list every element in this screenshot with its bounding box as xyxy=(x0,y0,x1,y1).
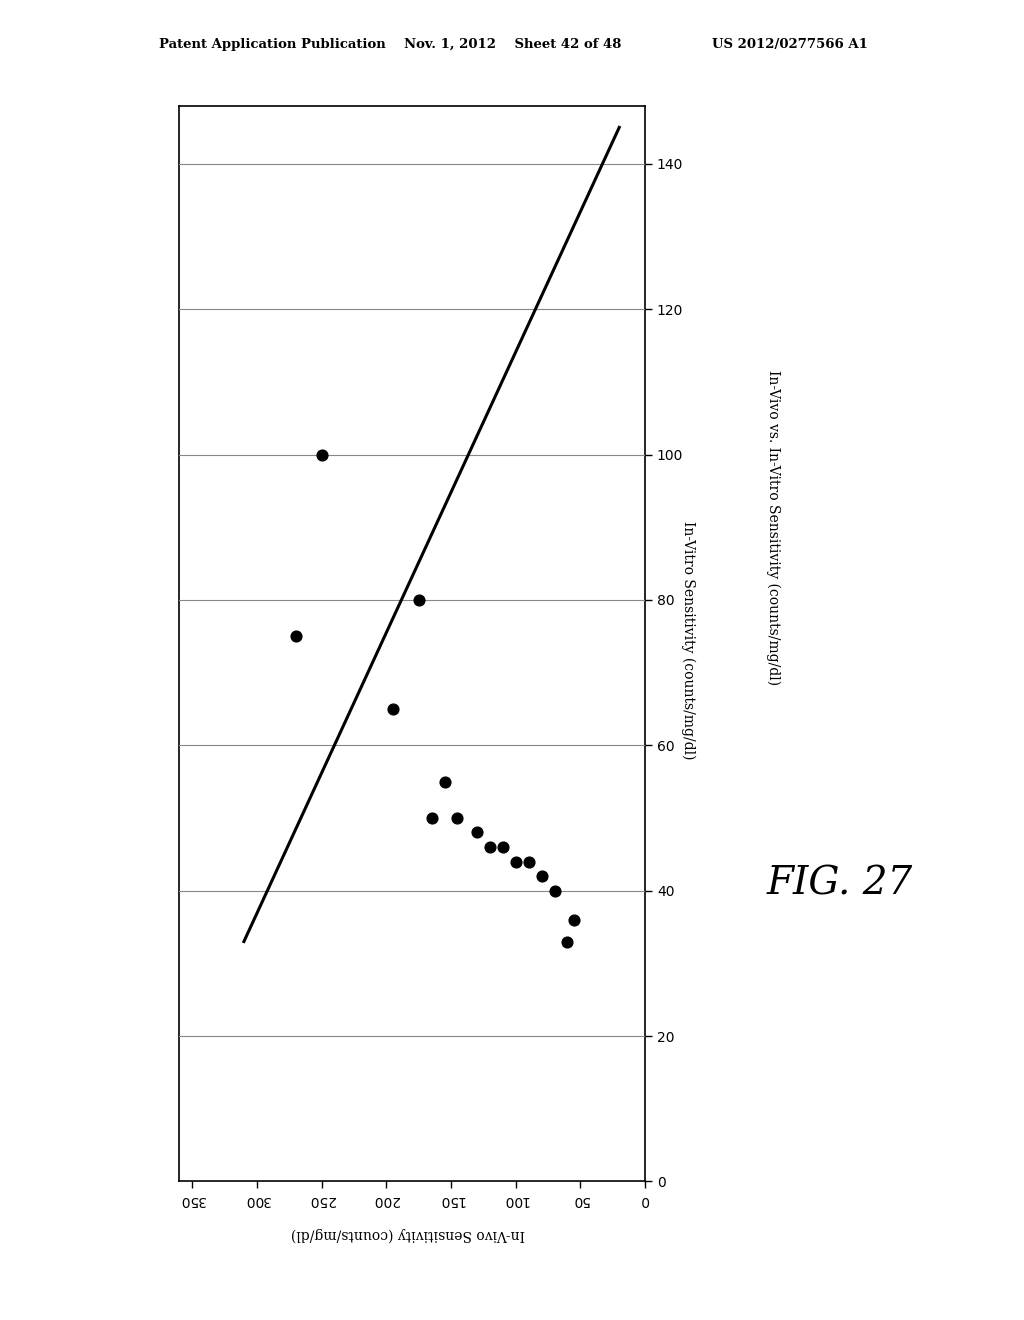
Text: Nov. 1, 2012    Sheet 42 of 48: Nov. 1, 2012 Sheet 42 of 48 xyxy=(404,37,622,50)
Text: Patent Application Publication: Patent Application Publication xyxy=(159,37,385,50)
Point xyxy=(411,589,427,610)
Point xyxy=(423,808,439,829)
Text: In-Vivo vs. In-Vitro Sensitivity (counts/mg/dl): In-Vivo vs. In-Vitro Sensitivity (counts… xyxy=(766,371,780,685)
Text: In-Vivo Sensitivity (counts/mg/dl): In-Vivo Sensitivity (counts/mg/dl) xyxy=(291,1228,524,1241)
Text: US 2012/0277566 A1: US 2012/0277566 A1 xyxy=(712,37,867,50)
Point xyxy=(495,837,511,858)
Point xyxy=(450,808,466,829)
Point xyxy=(565,909,582,931)
Point xyxy=(534,866,550,887)
Point xyxy=(436,771,453,792)
Point xyxy=(481,837,498,858)
Point xyxy=(508,851,524,873)
Point xyxy=(520,851,537,873)
Point xyxy=(547,880,563,902)
Text: In-Vitro Sensitivity (counts/mg/dl): In-Vitro Sensitivity (counts/mg/dl) xyxy=(681,521,695,759)
Point xyxy=(313,444,330,465)
Point xyxy=(385,698,401,719)
Point xyxy=(469,822,485,843)
Text: FIG. 27: FIG. 27 xyxy=(767,866,912,903)
Point xyxy=(288,626,304,647)
Point xyxy=(559,931,575,952)
